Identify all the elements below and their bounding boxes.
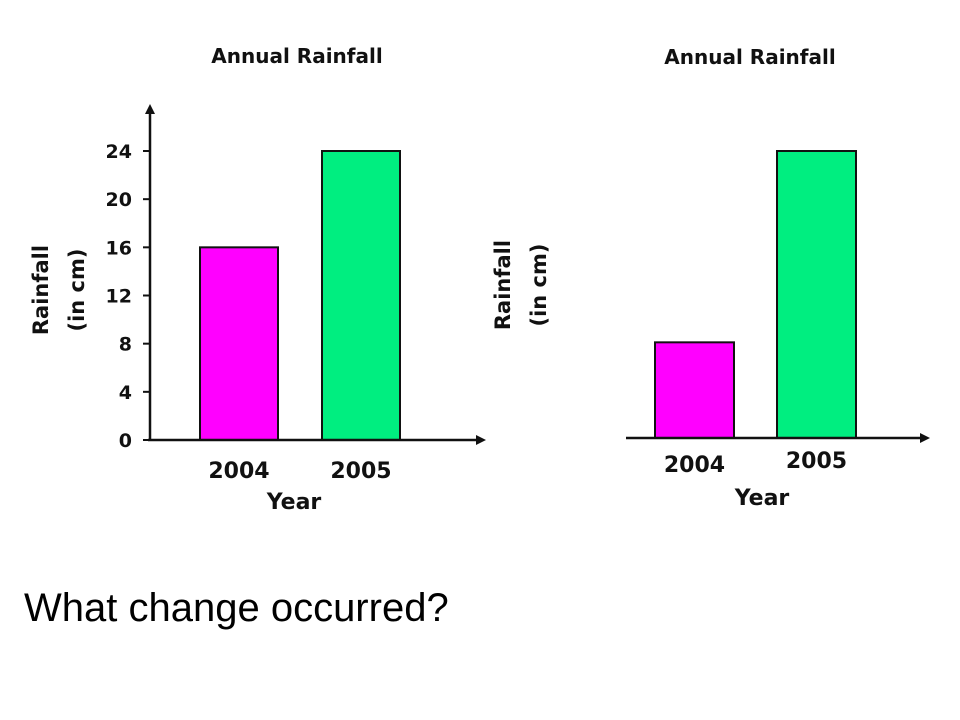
chart-1-y-tick-label: 0 (119, 430, 132, 452)
chart-1-x-axis-label: Year (266, 490, 322, 515)
question-text: What change occurred? (24, 586, 449, 630)
chart-2-y-axis-label: Rainfall (491, 240, 515, 330)
chart-2-category-label: 2005 (786, 449, 847, 474)
chart-1-y-tick-label: 12 (106, 286, 132, 308)
chart-1-y-tick-label: 8 (119, 334, 132, 356)
chart-1-y-tick-label: 16 (106, 237, 132, 259)
chart-2-bar-2005 (776, 150, 857, 439)
chart-1-bar-2005 (321, 150, 401, 441)
chart-1-y-tick-label: 24 (106, 141, 132, 163)
chart-2-y-axis-label: (in cm) (527, 244, 551, 327)
chart-1-y-axis-label: (in cm) (65, 249, 89, 332)
chart-1-bar-2004 (199, 246, 279, 441)
chart-2-x-axis-label: Year (734, 486, 790, 511)
chart-2-bar-2004 (654, 341, 735, 440)
chart-2-title: Annual Rainfall (664, 45, 835, 69)
chart-2-category-label: 2004 (664, 453, 725, 478)
chart-1-y-tick-label: 20 (106, 189, 132, 211)
chart-1-category-label: 2005 (330, 459, 391, 484)
charts-canvas: Annual Rainfall 2004 2005 0 4 8 12 16 20 24 Year Ra… (29, 44, 930, 515)
chart-1-title: Annual Rainfall (211, 44, 382, 68)
chart-1-y-tick-label: 4 (119, 382, 132, 404)
chart-1-category-label: 2004 (208, 459, 269, 484)
chart-1-y-axis-label: Rainfall (29, 245, 53, 335)
